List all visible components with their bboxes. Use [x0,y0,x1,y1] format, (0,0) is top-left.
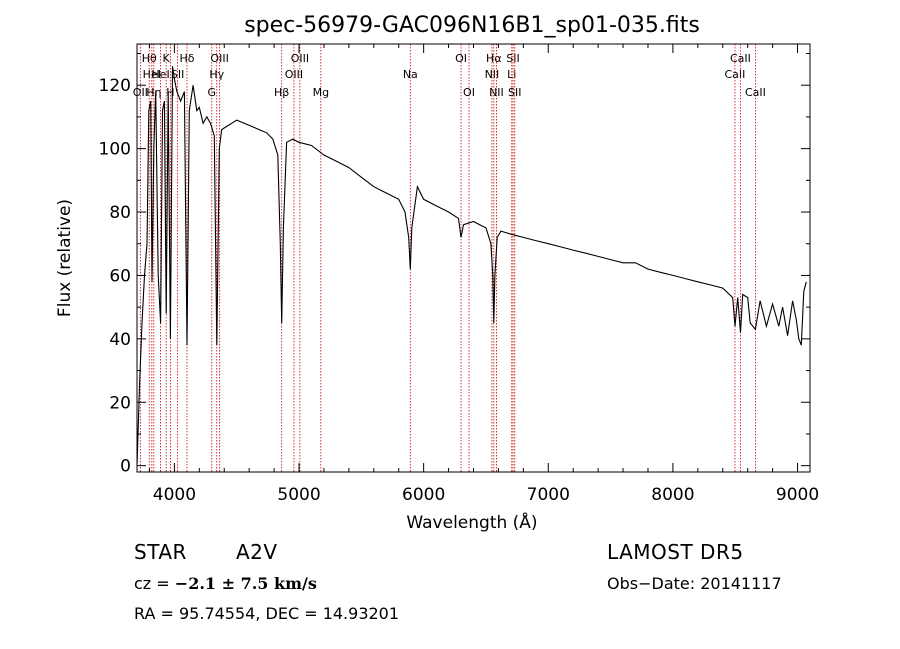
y-tick-label: 80 [109,203,131,223]
axis-ticks: 4000 5000 6000 7000 8000 9000 0 20 40 60 80 100 120 [99,44,819,505]
line-label: CaII [745,86,766,99]
chart-title: spec-56979-GAC096N16B1_sp01-035.fits [244,13,700,38]
y-axis-label: Flux (relative) [55,199,75,317]
line-label: NII [485,68,500,81]
object-class: STAR [134,540,187,564]
line-label: NII [489,86,504,99]
x-tick-label: 7000 [527,485,570,505]
line-label: OIII [285,68,303,81]
line-label: Hγ [209,68,224,81]
cz-value: −2.1 ± 7.5 km/s [174,574,317,593]
spectral-line-markers: OIIHθHeIHηHeIKHSIIHδGHγOIIIHβOIIIOIIIMgN… [133,44,766,472]
cz-prefix: cz = [134,574,175,593]
line-label: Hδ [179,52,194,65]
x-tick-label: 6000 [402,485,445,505]
coordinates: RA = 95.74554, DEC = 14.93201 [134,604,400,623]
x-tick-label: 5000 [277,485,320,505]
line-label: Li [507,68,516,81]
line-label: Hη [146,86,161,99]
line-label: CaII [725,68,746,81]
spectrum-series-line [136,66,807,466]
x-tick-label: 4000 [153,485,196,505]
y-tick-label: 20 [109,393,131,413]
plot-frame [136,43,811,473]
y-tick-label: 60 [109,266,131,286]
line-label: SII [508,86,521,99]
line-label: HeI [151,68,169,81]
line-label: Hθ [142,52,157,65]
line-label: Hβ [274,86,289,99]
line-label: HeI [143,68,161,81]
line-label: OI [463,86,475,99]
line-label: SII [506,52,519,65]
line-label: Hα [486,52,502,65]
line-label: G [208,86,217,99]
x-tick-label: 8000 [651,485,694,505]
redshift-row: cz = −2.1 ± 7.5 km/s [134,574,317,593]
line-label: Na [403,68,418,81]
x-tick-label: 9000 [776,485,819,505]
line-label: OIII [291,52,309,65]
y-tick-label: 0 [120,457,131,477]
object-subclass: A2V [236,540,278,564]
line-label: OI [455,52,467,65]
line-label: Mg [313,86,329,99]
y-tick-label: 120 [99,76,131,96]
line-label: CaII [730,52,751,65]
line-label: H [166,86,174,99]
observation-date: Obs−Date: 20141117 [607,574,782,593]
survey-name: LAMOST DR5 [607,540,744,564]
y-tick-label: 40 [109,330,131,350]
y-tick-label: 100 [99,140,131,160]
line-label: OIII [210,52,228,65]
line-label: K [163,52,171,65]
x-axis-label: Wavelength (Å) [406,511,537,533]
